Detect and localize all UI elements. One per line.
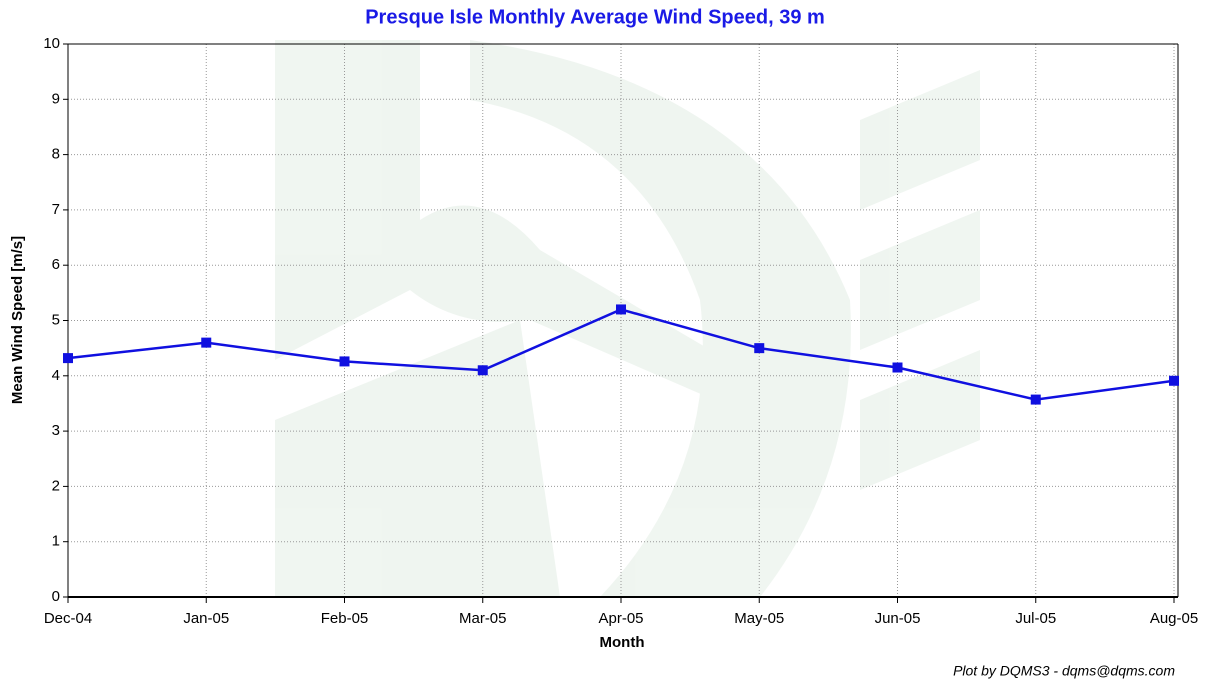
x-tick-label: May-05 [734,610,784,627]
y-tick-label: 5 [52,311,60,328]
y-tick-label: 4 [52,367,60,384]
y-tick-label: 3 [52,422,60,439]
y-tick-label: 9 [52,90,60,107]
x-tick-label: Mar-05 [459,610,507,627]
marker [339,356,350,367]
y-tick-label: 1 [52,533,60,550]
y-tick-label: 2 [52,477,60,494]
y-tick-label: 0 [52,588,60,605]
x-tick-label: Dec-04 [44,610,92,627]
marker [63,353,73,364]
y-tick-label: 7 [52,201,60,218]
marker [892,362,903,373]
marker [477,365,488,376]
x-axis-label: Month [600,634,645,651]
x-tick-label: Aug-05 [1150,610,1198,627]
y-tick-label: 10 [43,35,60,52]
footnote: Plot by DQMS3 - dqms@dqms.com [953,663,1175,679]
chart-title: Presque Isle Monthly Average Wind Speed,… [365,6,825,28]
y-axis-label: Mean Wind Speed [m/s] [9,236,26,404]
marker [616,304,626,315]
x-tick-label: Jan-05 [183,610,229,627]
x-tick-label: Jul-05 [1015,610,1056,627]
marker [201,337,212,348]
y-tick-label: 6 [52,256,60,273]
x-tick-label: Apr-05 [598,610,643,627]
marker [754,343,765,354]
x-tick-label: Jun-05 [875,610,921,627]
watermark [275,40,980,597]
y-tick-label: 8 [52,146,60,163]
marker [1030,394,1041,405]
marker [1169,375,1179,386]
x-tick-label: Feb-05 [321,610,369,627]
